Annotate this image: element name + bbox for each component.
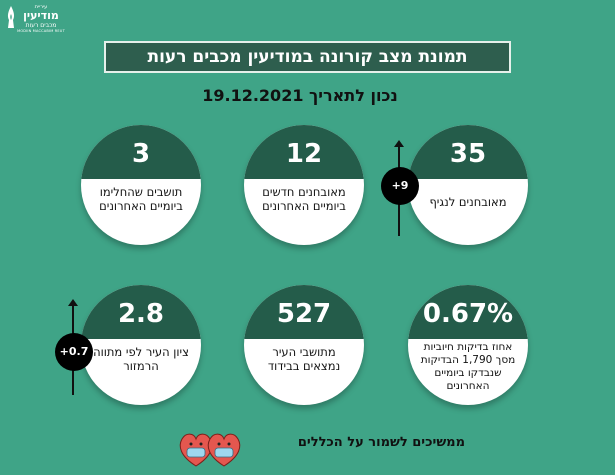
stat-card-new-diagnosed: 12 מאובחנים חדשים ביומיים האחרונים [244, 125, 364, 245]
logo-line-1: עיריית [34, 4, 48, 10]
logo-line-2: מודיעין [23, 9, 59, 22]
flame-logo-icon [7, 6, 15, 28]
stat-value: 2.8 [81, 285, 201, 339]
stat-card-city-score: 2.8 ציון העיר לפי מתווה הרמזור [81, 285, 201, 405]
change-badge: +9 [381, 167, 419, 205]
logo-line-4: MODIIN MACCABIM REUT [17, 29, 65, 33]
stat-card-diagnosed: 35 מאובחנים לנגיף [408, 125, 528, 245]
date-value: 19.12.2021 [202, 86, 304, 105]
stat-value: 527 [244, 285, 364, 339]
stat-description: מאובחנים חדשים ביומיים האחרונים [262, 185, 346, 213]
stat-value: 0.67% [408, 285, 528, 339]
stat-description: אחוז בדיקות חיוביות מסך 1,790 הבדיקות שנ… [420, 341, 516, 392]
stat-card-isolation: 527 מתושבי העיר נמצאים בבידוד [244, 285, 364, 405]
stat-description: מתושבי העיר נמצאים בבידוד [267, 345, 341, 373]
stat-description: ציון העיר לפי מתווה הרמזור [93, 345, 189, 373]
stat-card-recovered: 3 תושבים שהחלימו ביומיים האחרונים [81, 125, 201, 245]
city-logo: עיריית מודיעין מכבים רעות MODIIN MACCABI… [6, 4, 76, 40]
footer-slogan: ממשיכים לשמור על הכללים [297, 435, 465, 450]
date-line: נכון לתאריך 19.12.2021 [150, 86, 450, 110]
date-label: נכון לתאריך [309, 86, 398, 105]
stat-value: 3 [81, 125, 201, 179]
change-badge: +0.7 [55, 333, 93, 371]
page-title: תמונת מצב קורונה במודיעין מכבים רעות [104, 41, 511, 73]
stat-description: מאובחנים לנגיף [429, 195, 507, 209]
stat-card-positive-rate: 0.67% אחוז בדיקות חיוביות מסך 1,790 הבדי… [408, 285, 528, 405]
logo-line-3: מכבים רעות [25, 22, 57, 29]
stat-description: תושבים שהחלימו ביומיים האחרונים [99, 185, 183, 213]
stat-value: 12 [244, 125, 364, 179]
stat-value: 35 [408, 125, 528, 179]
hearts-with-masks-icon [179, 433, 241, 467]
